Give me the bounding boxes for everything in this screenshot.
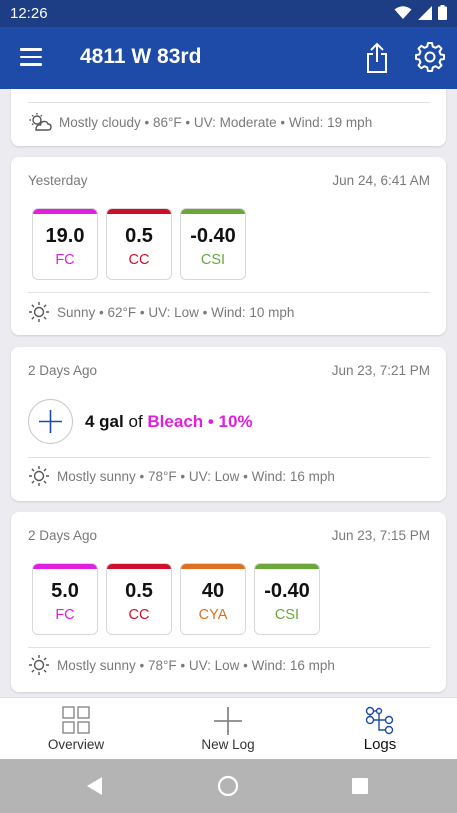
card-header: 2 Days Ago Jun 23, 7:21 PM: [28, 363, 430, 378]
addition-of: of: [128, 411, 143, 431]
card-header: Yesterday Jun 24, 6:41 AM: [28, 173, 430, 188]
nav-label: New Log: [201, 737, 255, 752]
reading-chip-fc: 5.0 FC: [32, 563, 98, 635]
reading-label: CSI: [200, 252, 226, 268]
wifi-icon: [394, 5, 412, 19]
weather-row: Sunny • 62°F • UV: Low • Wind: 10 mph: [28, 301, 294, 323]
weather-row: Mostly sunny • 78°F • UV: Low • Wind: 16…: [28, 654, 335, 676]
weather-row: Mostly sunny • 78°F • UV: Low • Wind: 16…: [28, 465, 335, 487]
log-card[interactable]: 2 Days Ago Jun 23, 7:15 PM 5.0 FC 0.5 CC…: [11, 512, 446, 692]
reading-label: CYA: [198, 607, 228, 623]
log-timestamp: Jun 24, 6:41 AM: [332, 173, 430, 188]
divider: [28, 647, 430, 648]
log-relative-date: Yesterday: [28, 173, 88, 188]
weather-text: Sunny • 62°F • UV: Low • Wind: 10 mph: [57, 304, 295, 320]
reading-value: -0.40: [190, 225, 236, 247]
addition-text: 4 gal of Bleach • 10%: [85, 412, 253, 432]
gear-icon[interactable]: [414, 41, 446, 73]
home-icon[interactable]: [217, 775, 239, 797]
nav-label: Overview: [47, 737, 105, 752]
recents-icon[interactable]: [351, 777, 369, 795]
reading-label: CSI: [274, 607, 300, 623]
status-icons: [394, 5, 447, 20]
back-icon[interactable]: [86, 776, 104, 796]
reading-chip-cc: 0.5 CC: [106, 563, 172, 635]
plus-icon: [214, 707, 242, 735]
share-icon[interactable]: [364, 42, 390, 74]
sun-icon: [29, 302, 49, 322]
nav-new-log[interactable]: New Log: [152, 698, 304, 760]
reading-value: 19.0: [45, 225, 85, 247]
reading-label: FC: [55, 607, 75, 623]
log-timestamp: Jun 23, 7:15 PM: [331, 528, 430, 543]
system-nav-bar: [0, 759, 457, 813]
reading-label: CC: [128, 252, 150, 268]
log-card[interactable]: Yesterday Jun 24, 6:41 AM 19.0 FC 0.5 CC…: [11, 157, 446, 335]
weather-text: Mostly sunny • 78°F • UV: Low • Wind: 16…: [57, 468, 335, 484]
reading-value: 0.5: [125, 580, 153, 602]
bottom-nav: Overview New Log Logs: [0, 697, 457, 759]
reading-label: CC: [128, 607, 150, 623]
reading-chip-csi: -0.40 CSI: [254, 563, 320, 635]
page-title: 4811 W 83rd: [80, 45, 202, 68]
weather-text: Mostly sunny • 78°F • UV: Low • Wind: 16…: [57, 657, 335, 673]
card-header: 2 Days Ago Jun 23, 7:15 PM: [28, 528, 430, 543]
sun-icon: [29, 466, 49, 486]
divider: [28, 102, 430, 103]
reading-value: 40: [201, 580, 225, 602]
partly-cloudy-icon: [29, 113, 52, 131]
divider: [28, 292, 430, 293]
nav-logs[interactable]: Logs: [304, 698, 456, 760]
divider: [28, 457, 430, 458]
log-card[interactable]: 2 Days Ago Jun 23, 7:21 PM 4 gal of Blea…: [11, 347, 446, 501]
reading-value: -0.40: [264, 580, 310, 602]
reading-label: FC: [55, 252, 75, 268]
reading-chip-cya: 40 CYA: [180, 563, 246, 635]
plus-icon: [28, 399, 73, 444]
chemical-addition: 4 gal of Bleach • 10%: [28, 399, 253, 444]
nav-label: Logs: [363, 736, 397, 753]
reading-value: 5.0: [51, 580, 79, 602]
reading-chips: 19.0 FC 0.5 CC -0.40 CSI: [32, 208, 246, 280]
nav-overview[interactable]: Overview: [0, 698, 152, 760]
log-card[interactable]: Mostly cloudy • 86°F • UV: Moderate • Wi…: [11, 89, 446, 146]
logs-icon: [365, 706, 394, 735]
log-timestamp: Jun 23, 7:21 PM: [331, 363, 430, 378]
grid-icon: [62, 706, 90, 734]
log-relative-date: 2 Days Ago: [28, 528, 98, 543]
addition-amount: 4 gal: [85, 411, 124, 431]
addition-chemical: Bleach • 10%: [147, 411, 253, 431]
reading-chip-csi: -0.40 CSI: [180, 208, 246, 280]
status-bar: 12:26: [0, 0, 457, 27]
app-bar: 4811 W 83rd: [0, 27, 457, 89]
menu-icon[interactable]: [20, 48, 42, 66]
weather-text: Mostly cloudy • 86°F • UV: Moderate • Wi…: [59, 114, 373, 130]
sun-icon: [29, 655, 49, 675]
log-relative-date: 2 Days Ago: [28, 363, 98, 378]
reading-chip-cc: 0.5 CC: [106, 208, 172, 280]
reading-value: 0.5: [125, 225, 153, 247]
reading-chips: 5.0 FC 0.5 CC 40 CYA -0.40 CSI: [32, 563, 320, 635]
reading-chip-fc: 19.0 FC: [32, 208, 98, 280]
log-list[interactable]: Mostly cloudy • 86°F • UV: Moderate • Wi…: [0, 89, 457, 697]
weather-row: Mostly cloudy • 86°F • UV: Moderate • Wi…: [28, 112, 372, 132]
status-time: 12:26: [10, 5, 48, 22]
battery-icon: [438, 5, 447, 20]
signal-icon: [418, 5, 432, 20]
